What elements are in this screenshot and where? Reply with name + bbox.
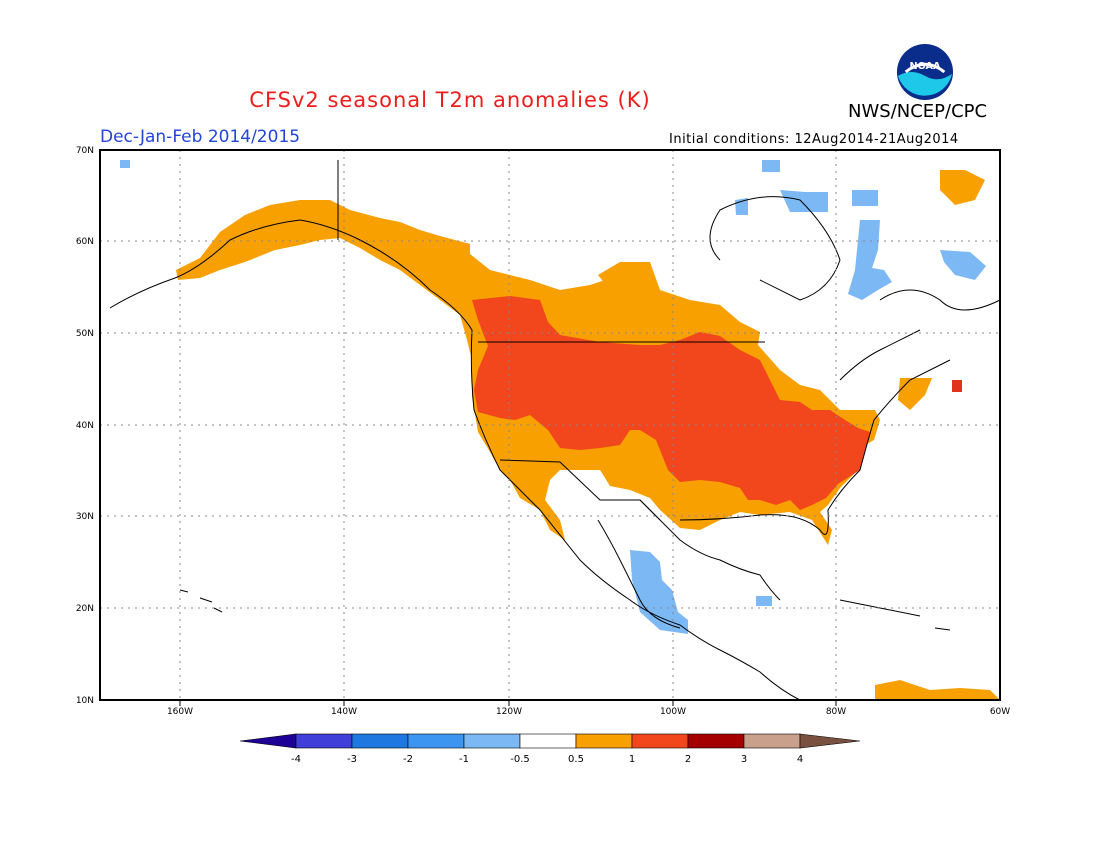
legend-label: -0.5 <box>510 754 530 765</box>
legend-label: -2 <box>403 754 413 765</box>
agency-label: NWS/NCEP/CPC <box>848 101 988 122</box>
lon-axis: 160W 140W 120W 100W 80W 60W <box>167 707 1010 717</box>
season-label: Dec-Jan-Feb 2014/2015 <box>100 127 301 147</box>
lon-label: 60W <box>990 707 1010 717</box>
anomaly-fields <box>120 160 1000 700</box>
legend-bar <box>239 733 861 749</box>
legend-swatch <box>295 733 353 749</box>
noaa-logo: NOAA <box>896 43 954 101</box>
legend-label: 4 <box>797 754 803 765</box>
lat-label: 40N <box>76 421 94 431</box>
lat-label: 20N <box>76 604 94 614</box>
legend-arrow-high <box>799 733 861 749</box>
legend-swatch <box>407 733 465 749</box>
legend-arrow-low <box>239 733 297 749</box>
lat-axis: 70N 60N 50N 40N 30N 20N 10N <box>76 146 94 706</box>
legend-label: 3 <box>741 754 747 765</box>
anomaly-2-3 <box>952 380 962 392</box>
legend-label: -4 <box>291 754 301 765</box>
lon-label: 120W <box>496 707 522 717</box>
legend-label: 2 <box>685 754 691 765</box>
legend-swatch <box>463 733 521 749</box>
lon-label: 140W <box>331 707 357 717</box>
graticule <box>100 150 1000 700</box>
legend-label: -1 <box>459 754 469 765</box>
legend-label: 1 <box>629 754 635 765</box>
axis-ticks <box>179 700 837 706</box>
legend-swatch <box>351 733 409 749</box>
lat-label: 50N <box>76 329 94 339</box>
legend-label: 0.5 <box>568 754 584 765</box>
legend-swatch <box>519 733 577 749</box>
legend-swatch <box>687 733 745 749</box>
map-frame <box>99 149 1001 701</box>
lon-label: 100W <box>660 707 686 717</box>
lat-label: 60N <box>76 237 94 247</box>
legend-label: -3 <box>347 754 357 765</box>
lat-label: 30N <box>76 512 94 522</box>
anomaly-1-2 <box>472 296 870 510</box>
legend-swatch <box>575 733 633 749</box>
legend-swatch <box>631 733 689 749</box>
lat-label: 70N <box>76 146 94 156</box>
lat-label: 10N <box>76 696 94 706</box>
legend-labels: -4 -3 -2 -1 -0.5 0.5 1 2 3 4 <box>291 754 803 765</box>
lon-label: 160W <box>167 707 193 717</box>
logo-text: NOAA <box>910 61 942 72</box>
coastlines <box>109 160 1001 701</box>
initial-conditions-label: Initial conditions: 12Aug2014-21Aug2014 <box>669 132 959 147</box>
lon-label: 80W <box>826 707 846 717</box>
chart-title: CFSv2 seasonal T2m anomalies (K) <box>249 88 651 112</box>
legend-swatch <box>743 733 801 749</box>
